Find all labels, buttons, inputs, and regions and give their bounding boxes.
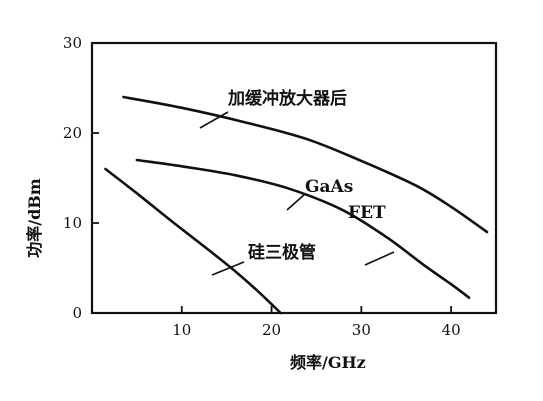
y-tick-label: 30: [63, 34, 82, 52]
x-tick-label: 10: [172, 321, 191, 339]
annotation-si-transistor: 硅三极管: [248, 242, 316, 263]
leader-line-buffered-amplifier: [199, 111, 229, 129]
y-tick-label: 0: [72, 304, 82, 322]
plot-frame: [90, 41, 498, 315]
annotation-fet: FET: [348, 203, 386, 223]
y-tick-label: 10: [63, 214, 82, 232]
plot-border: [90, 41, 498, 315]
y-tick-label: 20: [63, 124, 82, 142]
annotation-layer: 加缓冲放大器后 GaAs FET 硅三极管: [199, 88, 395, 276]
leader-line-gaas: [286, 193, 306, 211]
x-tick-label: 20: [262, 321, 281, 339]
leader-line-fet: [364, 251, 395, 266]
series-line-si-transistor: [104, 167, 282, 315]
series-line-buffered-amplifier: [122, 95, 489, 234]
x-axis-label: 频率/GHz: [290, 353, 366, 372]
leader-line-si-transistor: [211, 261, 245, 276]
annotation-buffered-amplifier: 加缓冲放大器后: [227, 88, 347, 109]
x-tick-label: 40: [442, 321, 461, 339]
x-tick-label: 30: [352, 321, 371, 339]
series-line-gaas-fet: [135, 158, 471, 299]
ticks-layer: 10 20 30 40 0 10 20 30: [63, 34, 461, 339]
series-layer: [104, 95, 489, 315]
annotation-gaas: GaAs: [305, 177, 353, 197]
y-axis-label: 功率/dBm: [25, 178, 44, 258]
